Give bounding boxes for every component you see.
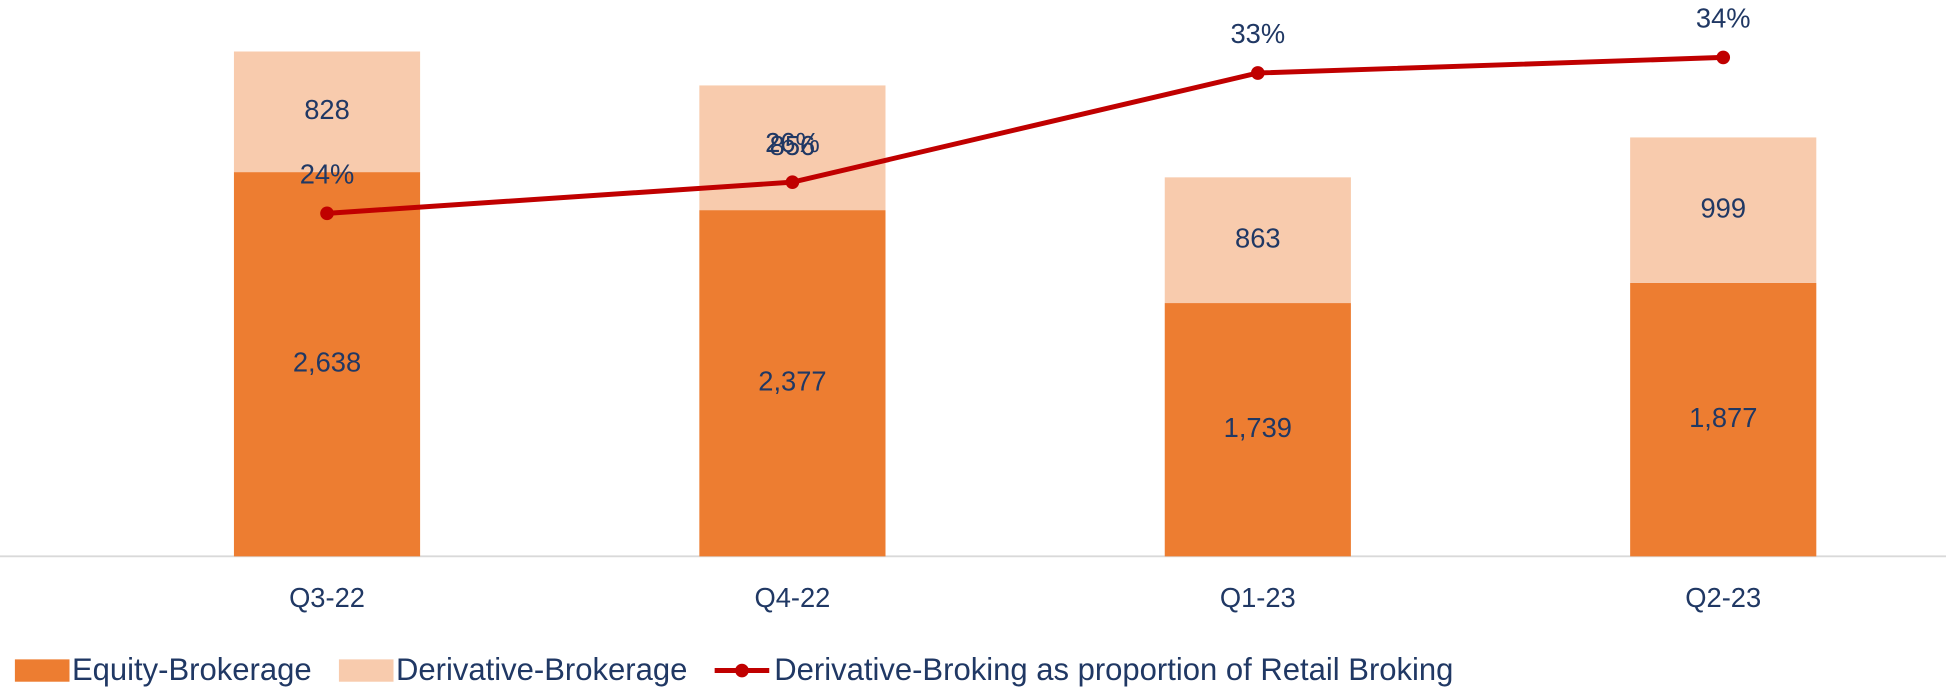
- x-tick-label: Q1-23: [1220, 582, 1296, 613]
- x-tick-label: Q2-23: [1685, 582, 1761, 613]
- data-label: 1,739: [1224, 412, 1292, 443]
- data-label: 2,377: [758, 365, 826, 396]
- bars: [233, 51, 1817, 557]
- data-label: 2,638: [293, 346, 361, 377]
- bar-segment: [1630, 137, 1817, 283]
- bar-segment: [699, 210, 886, 557]
- legend-label: Derivative-Broking as proportion of Reta…: [774, 652, 1453, 687]
- line-layer: [320, 50, 1731, 221]
- data-label: 24%: [300, 158, 355, 189]
- line-series: [326, 54, 1724, 216]
- data-label: 999: [1700, 192, 1746, 223]
- legend-swatch: [338, 659, 394, 682]
- legend-swatch: [735, 663, 749, 678]
- bar-segment: [1164, 177, 1351, 304]
- bar-segment: [699, 85, 886, 211]
- line-point: [785, 175, 800, 189]
- data-label: 33%: [1231, 18, 1286, 49]
- bar-segment: [1630, 282, 1817, 557]
- data-label: 26%: [765, 127, 820, 158]
- line-point: [1716, 50, 1731, 65]
- bar-segment: [233, 51, 421, 173]
- bar-segment: [233, 172, 421, 557]
- data-label: 1,877: [1689, 402, 1757, 433]
- data-label: 856: [770, 130, 816, 161]
- line-point: [1251, 66, 1265, 80]
- data-label: 34%: [1696, 2, 1751, 33]
- legend: Equity-Brokerage Derivative-Brokerage Deri…: [14, 652, 1453, 687]
- line-point: [320, 206, 334, 221]
- labels: Q3-22 Q4-22 Q1-23 Q2-23 2,638 2,377 1,739 1,877…: [289, 2, 1761, 613]
- data-label: 828: [304, 94, 350, 125]
- legend-swatch: [14, 659, 70, 682]
- data-label: 863: [1235, 222, 1281, 253]
- x-tick-label: Q4-22: [754, 582, 830, 613]
- bar-segment: [1164, 303, 1351, 557]
- x-tick-label: Q3-22: [289, 582, 365, 613]
- legend-label: Equity-Brokerage: [72, 652, 312, 687]
- legend-label: Derivative-Brokerage: [396, 652, 687, 687]
